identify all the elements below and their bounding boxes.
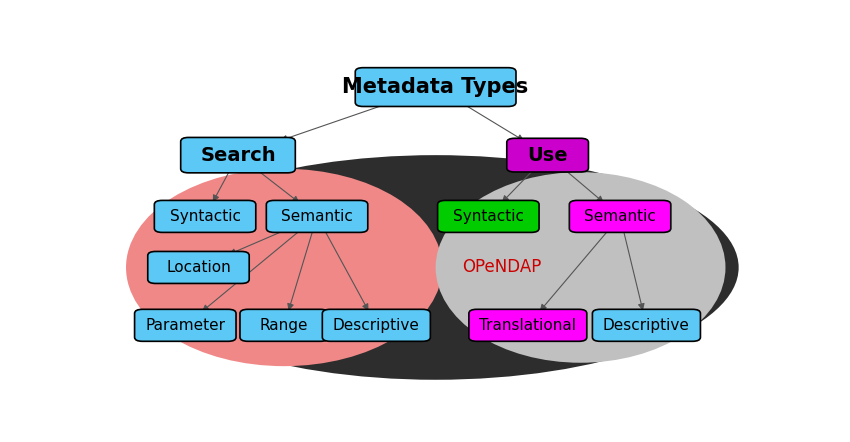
Text: Search: Search — [201, 146, 275, 164]
Text: Parameter: Parameter — [145, 318, 225, 333]
FancyBboxPatch shape — [570, 200, 671, 232]
FancyBboxPatch shape — [266, 200, 368, 232]
FancyBboxPatch shape — [355, 68, 516, 107]
FancyBboxPatch shape — [592, 309, 700, 341]
Text: Location: Location — [166, 260, 231, 275]
Text: Translational: Translational — [479, 318, 576, 333]
FancyBboxPatch shape — [322, 309, 430, 341]
Text: Syntactic: Syntactic — [169, 209, 241, 224]
FancyBboxPatch shape — [134, 309, 236, 341]
Ellipse shape — [435, 172, 725, 363]
FancyBboxPatch shape — [148, 251, 249, 283]
FancyBboxPatch shape — [469, 309, 586, 341]
Ellipse shape — [126, 169, 442, 366]
Text: Semantic: Semantic — [281, 209, 353, 224]
FancyBboxPatch shape — [507, 138, 588, 172]
Text: Descriptive: Descriptive — [603, 318, 690, 333]
Text: Descriptive: Descriptive — [333, 318, 420, 333]
Text: OPeNDAP: OPeNDAP — [462, 259, 541, 276]
FancyBboxPatch shape — [181, 137, 295, 173]
Text: Syntactic: Syntactic — [453, 209, 524, 224]
Text: Use: Use — [527, 146, 568, 164]
Text: Semantic: Semantic — [584, 209, 656, 224]
Text: Metadata Types: Metadata Types — [343, 77, 529, 97]
FancyBboxPatch shape — [438, 200, 539, 232]
FancyBboxPatch shape — [155, 200, 256, 232]
FancyBboxPatch shape — [240, 309, 328, 341]
Ellipse shape — [133, 155, 739, 380]
Text: Range: Range — [260, 318, 309, 333]
